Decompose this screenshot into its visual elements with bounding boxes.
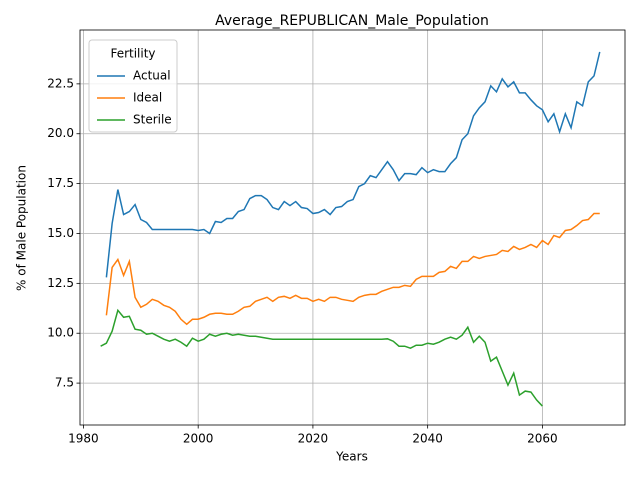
x-tick-label: 1980 — [68, 432, 99, 446]
chart-title: Average_REPUBLICAN_Male_Population — [215, 13, 489, 29]
x-tick-label: 2060 — [527, 432, 558, 446]
x-axis-label: Years — [335, 450, 368, 464]
y-tick-label: 22.5 — [47, 76, 74, 90]
y-tick-label: 7.5 — [55, 376, 74, 390]
x-tick-label: 2020 — [298, 432, 329, 446]
x-tick-label: 2000 — [183, 432, 214, 446]
legend-label: Actual — [133, 69, 171, 83]
data-line — [100, 308, 543, 407]
x-tick-label: 2040 — [412, 432, 443, 446]
legend-box — [88, 39, 178, 133]
y-axis-label: % of Male Population — [15, 165, 29, 291]
legend-label: Sterile — [133, 113, 172, 127]
data-line — [105, 212, 600, 326]
y-tick-label: 12.5 — [47, 276, 74, 290]
y-tick-label: 15.0 — [47, 226, 74, 240]
y-tick-label: 10.0 — [47, 326, 74, 340]
y-tick-label: 20.0 — [47, 126, 74, 140]
data-line — [105, 51, 601, 278]
legend-label: Ideal — [133, 91, 162, 105]
legend-title: Fertility — [110, 47, 155, 61]
y-tick-label: 17.5 — [47, 176, 74, 190]
plot-frame — [79, 29, 626, 426]
